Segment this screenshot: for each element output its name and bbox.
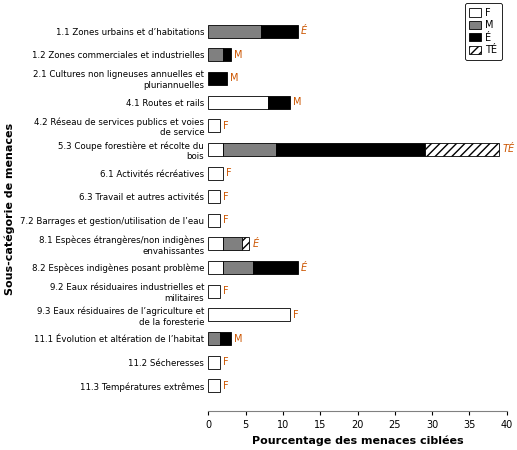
Bar [208, 119, 220, 132]
Bar [242, 238, 249, 251]
Bar [253, 261, 298, 274]
Text: TÉ: TÉ [502, 144, 514, 154]
Text: F: F [222, 357, 228, 367]
X-axis label: Pourcentage des menaces ciblées: Pourcentage des menaces ciblées [252, 435, 463, 446]
Bar [208, 143, 223, 156]
Text: F: F [226, 168, 232, 178]
Text: M: M [294, 97, 302, 107]
Bar [208, 238, 223, 251]
Bar [208, 379, 220, 392]
Text: É: É [301, 26, 307, 36]
Text: M: M [234, 333, 242, 343]
Bar [208, 261, 223, 274]
Bar [208, 214, 220, 227]
Text: É: É [252, 239, 258, 249]
Text: M: M [234, 50, 242, 60]
Bar [208, 356, 220, 369]
Bar [276, 143, 424, 156]
Bar [223, 261, 253, 274]
Bar [208, 308, 291, 321]
Text: F: F [222, 286, 228, 296]
Legend: F, M, É, TÉ: F, M, É, TÉ [465, 3, 502, 60]
Bar [424, 143, 499, 156]
Y-axis label: Sous-catégorie de menaces: Sous-catégorie de menaces [4, 122, 14, 295]
Bar [208, 166, 223, 180]
Text: M: M [230, 73, 238, 83]
Bar [208, 25, 261, 38]
Bar [208, 332, 220, 345]
Bar [208, 285, 220, 298]
Bar [208, 48, 223, 61]
Text: F: F [294, 310, 299, 320]
Bar [208, 72, 227, 85]
Text: F: F [222, 215, 228, 225]
Text: F: F [222, 121, 228, 130]
Bar [223, 143, 276, 156]
Bar [268, 95, 291, 108]
Bar [208, 190, 220, 203]
Text: F: F [222, 192, 228, 202]
Bar [220, 332, 231, 345]
Bar [223, 48, 231, 61]
Text: F: F [222, 381, 228, 391]
Text: É: É [301, 263, 307, 273]
Bar [261, 25, 298, 38]
Bar [208, 95, 268, 108]
Bar [223, 238, 242, 251]
